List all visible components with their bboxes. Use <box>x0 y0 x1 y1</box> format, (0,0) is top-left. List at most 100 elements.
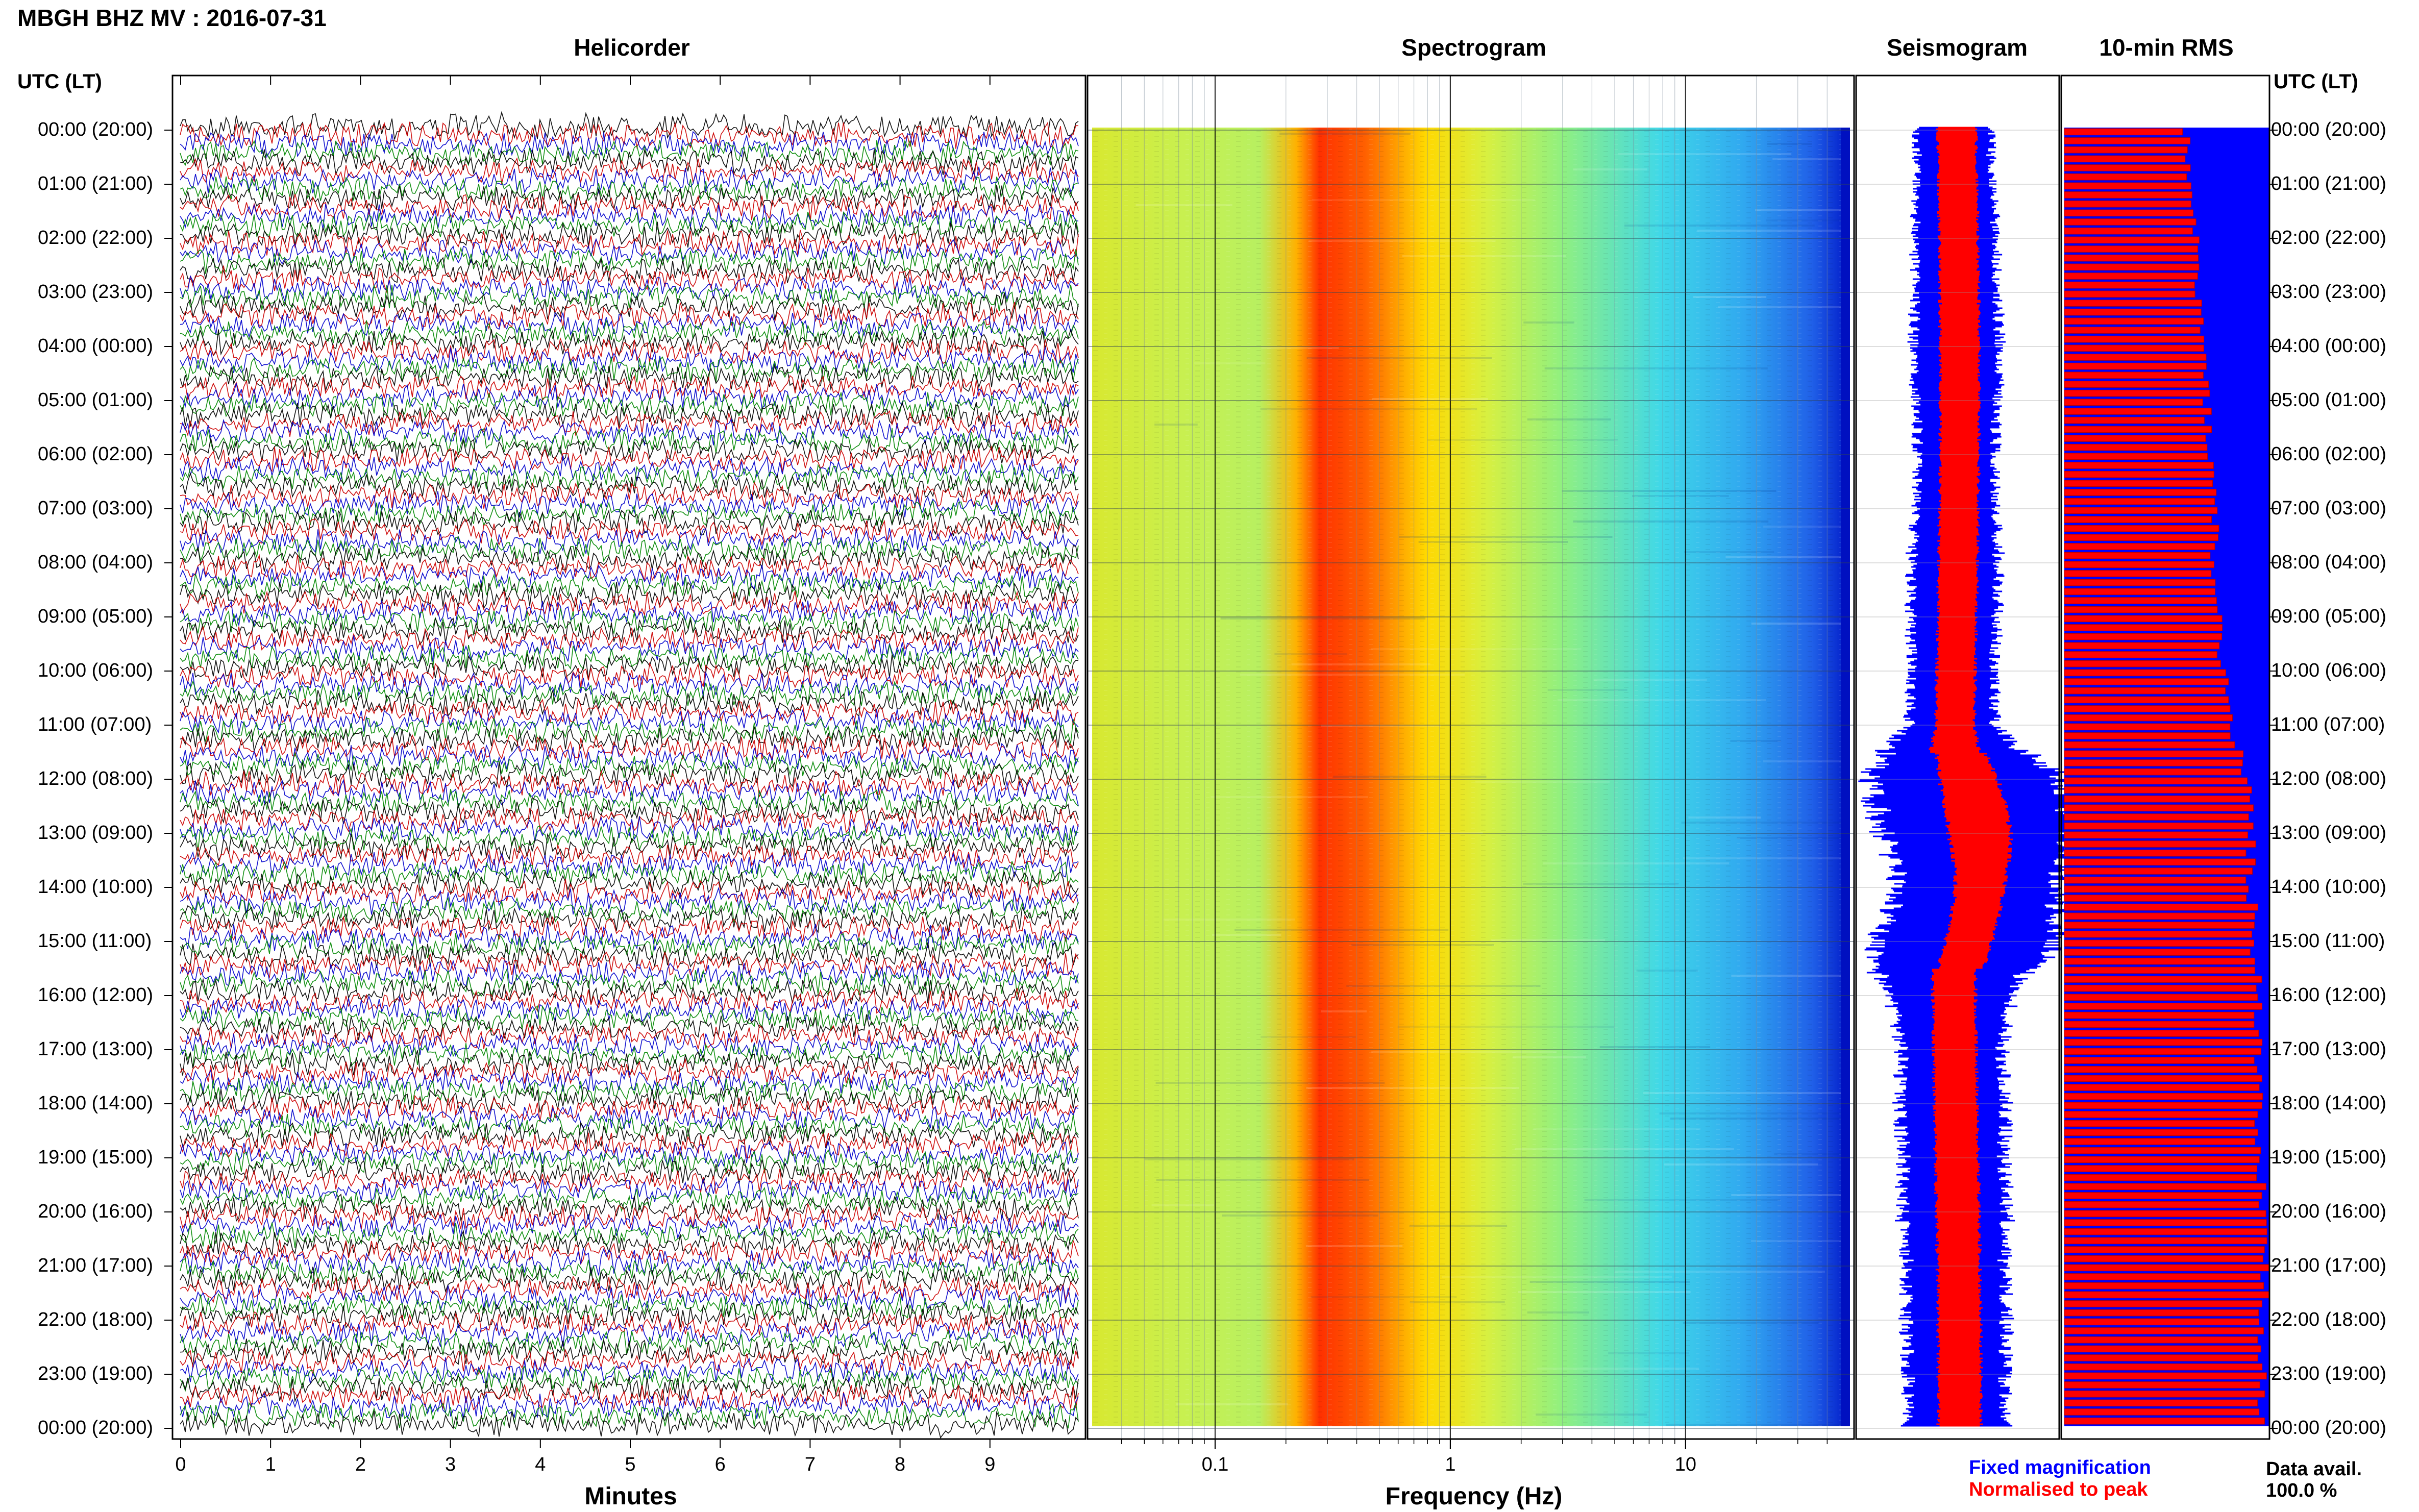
row-label-left: 19:00 (15:00) <box>38 1147 154 1168</box>
rms-bar <box>2064 1336 2258 1344</box>
rms-bar <box>2064 1120 2255 1127</box>
rms-bar <box>2064 155 2186 163</box>
row-label-right: 22:00 (18:00) <box>2271 1309 2387 1330</box>
helicorder-trace <box>180 427 1079 457</box>
helicorder-trace <box>180 1382 1079 1411</box>
rms-bar <box>2064 1210 2266 1218</box>
rms-bar <box>2064 507 2218 514</box>
rms-bar <box>2064 615 2223 623</box>
row-label-left: 23:00 (19:00) <box>38 1363 154 1384</box>
helicorder-trace <box>180 265 1079 294</box>
rms-bar <box>2064 146 2188 154</box>
row-label-right: 05:00 (01:00) <box>2271 389 2387 411</box>
helicorder-trace <box>180 229 1079 257</box>
rms-bar <box>2064 976 2262 983</box>
rms-bar <box>2064 642 2220 650</box>
helicorder-trace <box>180 382 1079 411</box>
rms-bar <box>2064 1327 2264 1334</box>
rms-bar <box>2064 1228 2267 1235</box>
rms-bar <box>2064 858 2256 866</box>
helicorder-trace <box>180 1374 1079 1403</box>
spectrogram-title: Spectrogram <box>1401 34 1546 61</box>
row-label-left: 11:00 (07:00) <box>38 714 152 735</box>
rms-bar <box>2064 1003 2262 1010</box>
helicorder-trace <box>180 176 1079 202</box>
helicorder-trace <box>180 742 1079 773</box>
helicorder-trace <box>180 1186 1079 1212</box>
helicorder-title: Helicorder <box>574 34 690 61</box>
rms-bar <box>2064 543 2215 550</box>
rms-bar <box>2064 218 2196 226</box>
helicorder-trace <box>180 1392 1079 1420</box>
helicorder-trace <box>180 726 1079 753</box>
row-label-left: 03:00 (23:00) <box>38 281 154 303</box>
left-axis-header: UTC (LT) <box>17 70 102 93</box>
rms-bar <box>2064 281 2195 289</box>
helicorder-trace <box>180 617 1079 646</box>
helicorder-trace <box>180 1338 1079 1365</box>
helicorder-trace <box>180 1095 1079 1123</box>
row-label-left: 22:00 (18:00) <box>38 1309 154 1330</box>
helicorder-trace <box>180 978 1079 1005</box>
rms-bar <box>2064 570 2212 577</box>
helicorder-trace <box>180 309 1079 338</box>
row-label-left: 05:00 (01:00) <box>38 389 154 411</box>
helicorder-trace <box>180 905 1079 933</box>
spectrogram-xtick-label: 10 <box>1675 1454 1696 1475</box>
helicorder-trace <box>180 797 1079 826</box>
row-label-right: 06:00 (02:00) <box>2271 443 2387 465</box>
spectrogram-edge <box>1841 128 1850 1426</box>
helicorder-trace <box>180 1014 1079 1040</box>
rms-bar <box>2064 669 2226 677</box>
rms-bar <box>2064 1246 2265 1253</box>
rms-bar <box>2064 453 2208 460</box>
helicorder-trace <box>180 1366 1079 1393</box>
helicorder-xtick-label: 9 <box>984 1454 995 1475</box>
rms-bar <box>2064 480 2213 487</box>
spectrogram-noise <box>1092 128 1850 1426</box>
right-axis-header: UTC (LT) <box>2274 70 2358 93</box>
helicorder-trace <box>180 1058 1079 1087</box>
helicorder-trace <box>180 635 1079 662</box>
helicorder-trace <box>180 554 1079 582</box>
helicorder-trace <box>180 257 1079 285</box>
helicorder-trace <box>180 121 1078 149</box>
helicorder-trace <box>180 319 1079 347</box>
rms-bar <box>2064 362 2207 370</box>
rms-bar <box>2064 1237 2267 1245</box>
rms-title: 10-min RMS <box>2099 34 2234 61</box>
helicorder-trace <box>180 445 1079 473</box>
helicorder-trace <box>180 1328 1079 1357</box>
rms-bar <box>2064 1192 2262 1199</box>
helicorder-trace <box>180 689 1079 717</box>
spectrogram-xtick-label: 0.1 <box>1202 1454 1229 1475</box>
helicorder-trace <box>180 1302 1079 1330</box>
rms-bar <box>2064 1300 2262 1307</box>
rms-bar <box>2064 236 2200 244</box>
rms-bar <box>2064 1030 2259 1037</box>
rms-bar <box>2064 1273 2261 1280</box>
helicorder-trace <box>180 896 1079 923</box>
rms-bar <box>2064 867 2253 875</box>
rms-bar <box>2064 354 2207 361</box>
helicorder-trace <box>180 886 1079 915</box>
helicorder-xtick-label: 1 <box>265 1454 276 1475</box>
row-label-left: 00:00 (20:00) <box>38 119 154 140</box>
rms-bar <box>2064 381 2209 388</box>
row-label-right: 15:00 (11:00) <box>2271 930 2385 952</box>
panel-frames <box>164 75 2278 1440</box>
helicorder-trace <box>180 877 1079 906</box>
rms-bar <box>2064 1102 2262 1109</box>
helicorder-trace <box>180 1193 1079 1222</box>
rms-bar <box>2064 399 2203 406</box>
rms-bar <box>2064 1129 2258 1136</box>
rms-bar <box>2064 876 2247 884</box>
rms-bar <box>2064 922 2255 929</box>
helicorder-trace <box>180 1275 1079 1303</box>
rms-bar <box>2064 498 2215 505</box>
rms-bar <box>2064 750 2244 758</box>
rms-bar <box>2064 651 2217 658</box>
rms-bar <box>2064 1219 2267 1226</box>
rms-bar <box>2064 128 2183 136</box>
helicorder-trace <box>180 662 1079 690</box>
